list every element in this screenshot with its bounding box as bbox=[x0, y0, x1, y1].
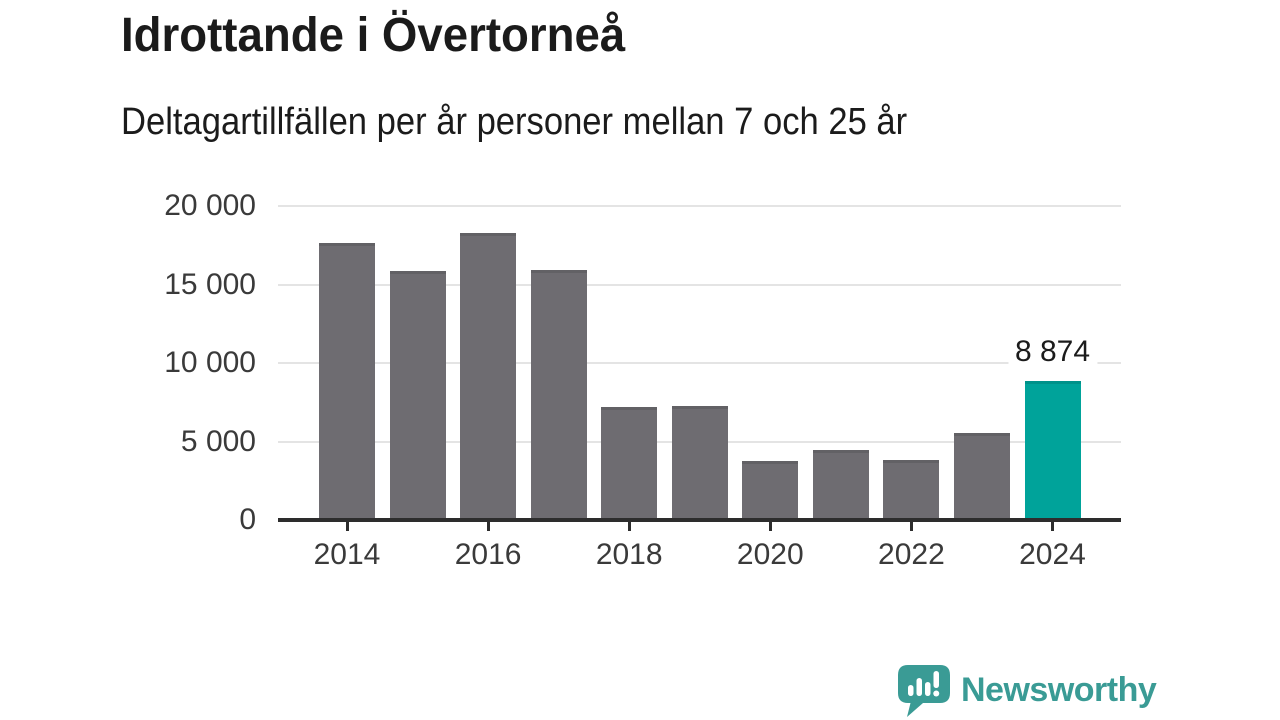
x-tick-label-2020: 2020 bbox=[736, 538, 804, 571]
bar-2022 bbox=[883, 459, 940, 520]
exclamation-bar bbox=[933, 671, 939, 688]
gridline-15000 bbox=[278, 283, 1121, 286]
x-tick-label-2018: 2018 bbox=[595, 538, 663, 571]
newsworthy-logo-icon bbox=[898, 665, 950, 717]
bar-2014 bbox=[319, 242, 375, 520]
x-tick-2014 bbox=[345, 522, 349, 531]
x-tick-2020 bbox=[768, 522, 772, 531]
mini-bar-3 bbox=[925, 682, 931, 696]
bar-2019 bbox=[671, 406, 728, 520]
newsworthy-logo-text: Newsworthy bbox=[961, 671, 1157, 709]
y-tick-label-15000: 15 000 bbox=[164, 267, 256, 301]
gridline-10000 bbox=[278, 362, 1121, 364]
page-title: Idrottande i Övertorneå bbox=[121, 12, 652, 60]
mini-bar-2 bbox=[916, 678, 922, 696]
x-axis-line bbox=[278, 518, 1121, 522]
bar-2018 bbox=[601, 406, 658, 520]
bar-2024 bbox=[1024, 380, 1081, 520]
mini-bar-1 bbox=[908, 685, 914, 696]
x-tick-label-2024: 2024 bbox=[1019, 538, 1086, 571]
x-tick-2024 bbox=[1051, 522, 1054, 531]
speech-bubble-shape bbox=[898, 665, 950, 717]
chart-subtitle: Deltagartillfällen per år personer mella… bbox=[121, 100, 985, 144]
value-label-2024: 8 874 bbox=[1007, 336, 1098, 367]
newsworthy-logo: Newsworthy bbox=[896, 663, 1157, 719]
page-title-text: Idrottande i Övertorneå bbox=[121, 9, 626, 62]
y-tick-label-10000: 10 000 bbox=[164, 346, 256, 379]
bar-2020 bbox=[742, 461, 799, 520]
bar-2023 bbox=[953, 432, 1010, 520]
bar-2015 bbox=[389, 271, 446, 520]
bar-2021 bbox=[812, 450, 869, 520]
exclamation-dot bbox=[933, 690, 940, 697]
x-tick-2022 bbox=[909, 522, 913, 531]
x-tick-2018 bbox=[627, 522, 631, 531]
x-tick-label-2014: 2014 bbox=[313, 538, 381, 571]
bar-2016 bbox=[460, 233, 517, 520]
y-tick-label-0: 0 bbox=[239, 503, 256, 536]
y-tick-label-5000: 5 000 bbox=[180, 424, 256, 458]
x-tick-label-2016: 2016 bbox=[454, 538, 522, 571]
y-tick-label-20000: 20 000 bbox=[164, 189, 256, 222]
x-tick-label-2022: 2022 bbox=[878, 538, 945, 571]
x-tick-2016 bbox=[486, 522, 490, 531]
gridline-20000 bbox=[278, 205, 1121, 207]
bar-2017 bbox=[530, 269, 587, 520]
chart-subtitle-text: Deltagartillfällen per år personer mella… bbox=[121, 101, 908, 143]
